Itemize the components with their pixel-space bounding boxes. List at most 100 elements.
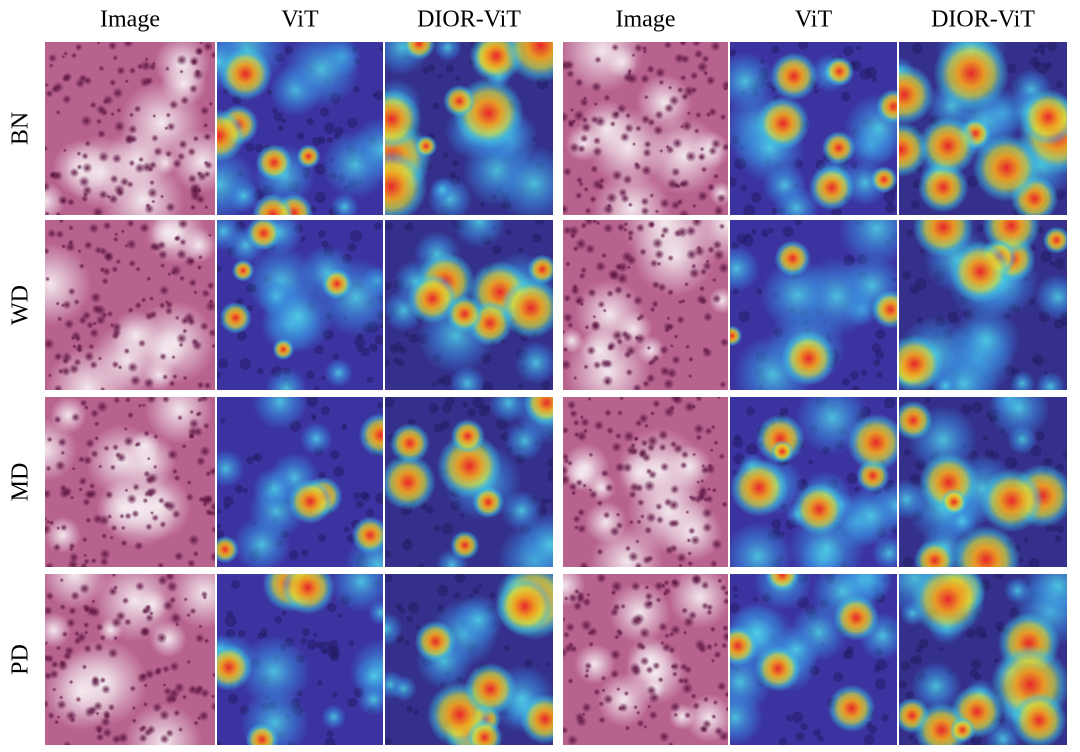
nucleus: [123, 435, 134, 447]
nucleus: [93, 642, 104, 653]
nucleus: [646, 435, 659, 447]
nucleus: [157, 240, 167, 250]
nucleus: [138, 156, 145, 163]
nucleus: [629, 481, 640, 493]
nucleus: [203, 381, 212, 390]
activation: [233, 515, 291, 567]
nucleus: [102, 709, 111, 719]
nucleus: [645, 665, 654, 675]
nucleus: [719, 380, 727, 389]
nucleus: [63, 51, 69, 56]
lumen: [128, 430, 161, 463]
nucleus: [164, 150, 173, 158]
nucleus: [572, 419, 580, 427]
texture: [1032, 354, 1045, 366]
nucleus: [95, 118, 103, 125]
texture: [740, 184, 747, 191]
texture: [326, 730, 334, 737]
nucleus: [679, 461, 688, 470]
activation: [933, 42, 1010, 112]
texture: [799, 722, 808, 731]
nucleus: [622, 72, 634, 83]
nucleus: [669, 343, 674, 349]
nucleus: [111, 360, 120, 369]
nucleus: [648, 221, 656, 228]
nucleus: [111, 443, 120, 451]
nucleus: [678, 180, 686, 188]
nucleus: [211, 525, 215, 534]
activation: [730, 245, 760, 293]
nucleus: [717, 578, 723, 584]
nucleus: [146, 187, 159, 199]
texture: [399, 346, 407, 355]
nucleus: [78, 315, 88, 325]
nucleus: [693, 245, 706, 257]
nucleus: [199, 321, 210, 332]
texture: [324, 122, 336, 134]
texture: [306, 639, 318, 650]
nucleus: [569, 409, 578, 418]
texture: [792, 711, 804, 723]
nucleus: [582, 483, 587, 489]
activation: [730, 325, 743, 347]
nucleus: [176, 54, 188, 66]
nucleus: [94, 724, 104, 734]
nucleus: [699, 297, 708, 306]
nucleus: [183, 597, 188, 602]
nucleus: [65, 241, 76, 253]
texture: [348, 640, 355, 646]
nucleus: [208, 101, 214, 107]
nucleus: [198, 624, 203, 629]
texture: [980, 632, 987, 639]
activation: [385, 612, 403, 647]
nucleus: [62, 148, 67, 153]
nucleus: [45, 605, 53, 616]
nucleus: [78, 476, 88, 486]
nucleus: [690, 86, 698, 94]
nucleus: [192, 550, 200, 558]
nucleus: [53, 352, 63, 362]
nucleus: [59, 577, 65, 583]
nucleus: [51, 687, 57, 692]
nucleus: [124, 488, 129, 493]
nucleus: [563, 59, 571, 71]
texture: [910, 200, 920, 210]
nucleus: [565, 622, 575, 633]
nucleus: [151, 61, 156, 66]
nucleus: [70, 412, 81, 422]
nucleus: [109, 535, 114, 540]
texture: [1037, 43, 1047, 53]
nucleus: [698, 486, 708, 496]
texture: [385, 397, 395, 408]
nucleus: [722, 597, 728, 606]
nucleus: [686, 111, 691, 116]
texture: [1052, 526, 1059, 532]
nucleus: [111, 265, 119, 274]
activation: [218, 47, 273, 101]
nucleus: [195, 411, 201, 417]
nucleus: [649, 192, 655, 198]
activation: [287, 478, 333, 525]
nucleus: [713, 205, 725, 215]
nucleus: [169, 661, 180, 672]
column-header: DIOR-ViT: [931, 7, 1035, 33]
nucleus: [600, 469, 610, 478]
nucleus: [82, 621, 90, 629]
nucleus: [127, 361, 139, 373]
nucleus: [109, 322, 115, 328]
nucleus: [603, 94, 611, 102]
activation: [429, 177, 455, 203]
activation: [972, 133, 1041, 202]
texture: [332, 353, 339, 361]
activation: [774, 185, 819, 215]
nucleus: [56, 315, 63, 322]
texture: [314, 345, 324, 355]
texture: [454, 574, 466, 583]
nucleus: [625, 368, 634, 377]
nucleus: [112, 584, 119, 591]
nucleus: [563, 359, 572, 371]
nucleus: [95, 623, 104, 632]
image-cell: [385, 397, 553, 567]
texture: [350, 230, 363, 243]
nucleus: [583, 220, 595, 227]
